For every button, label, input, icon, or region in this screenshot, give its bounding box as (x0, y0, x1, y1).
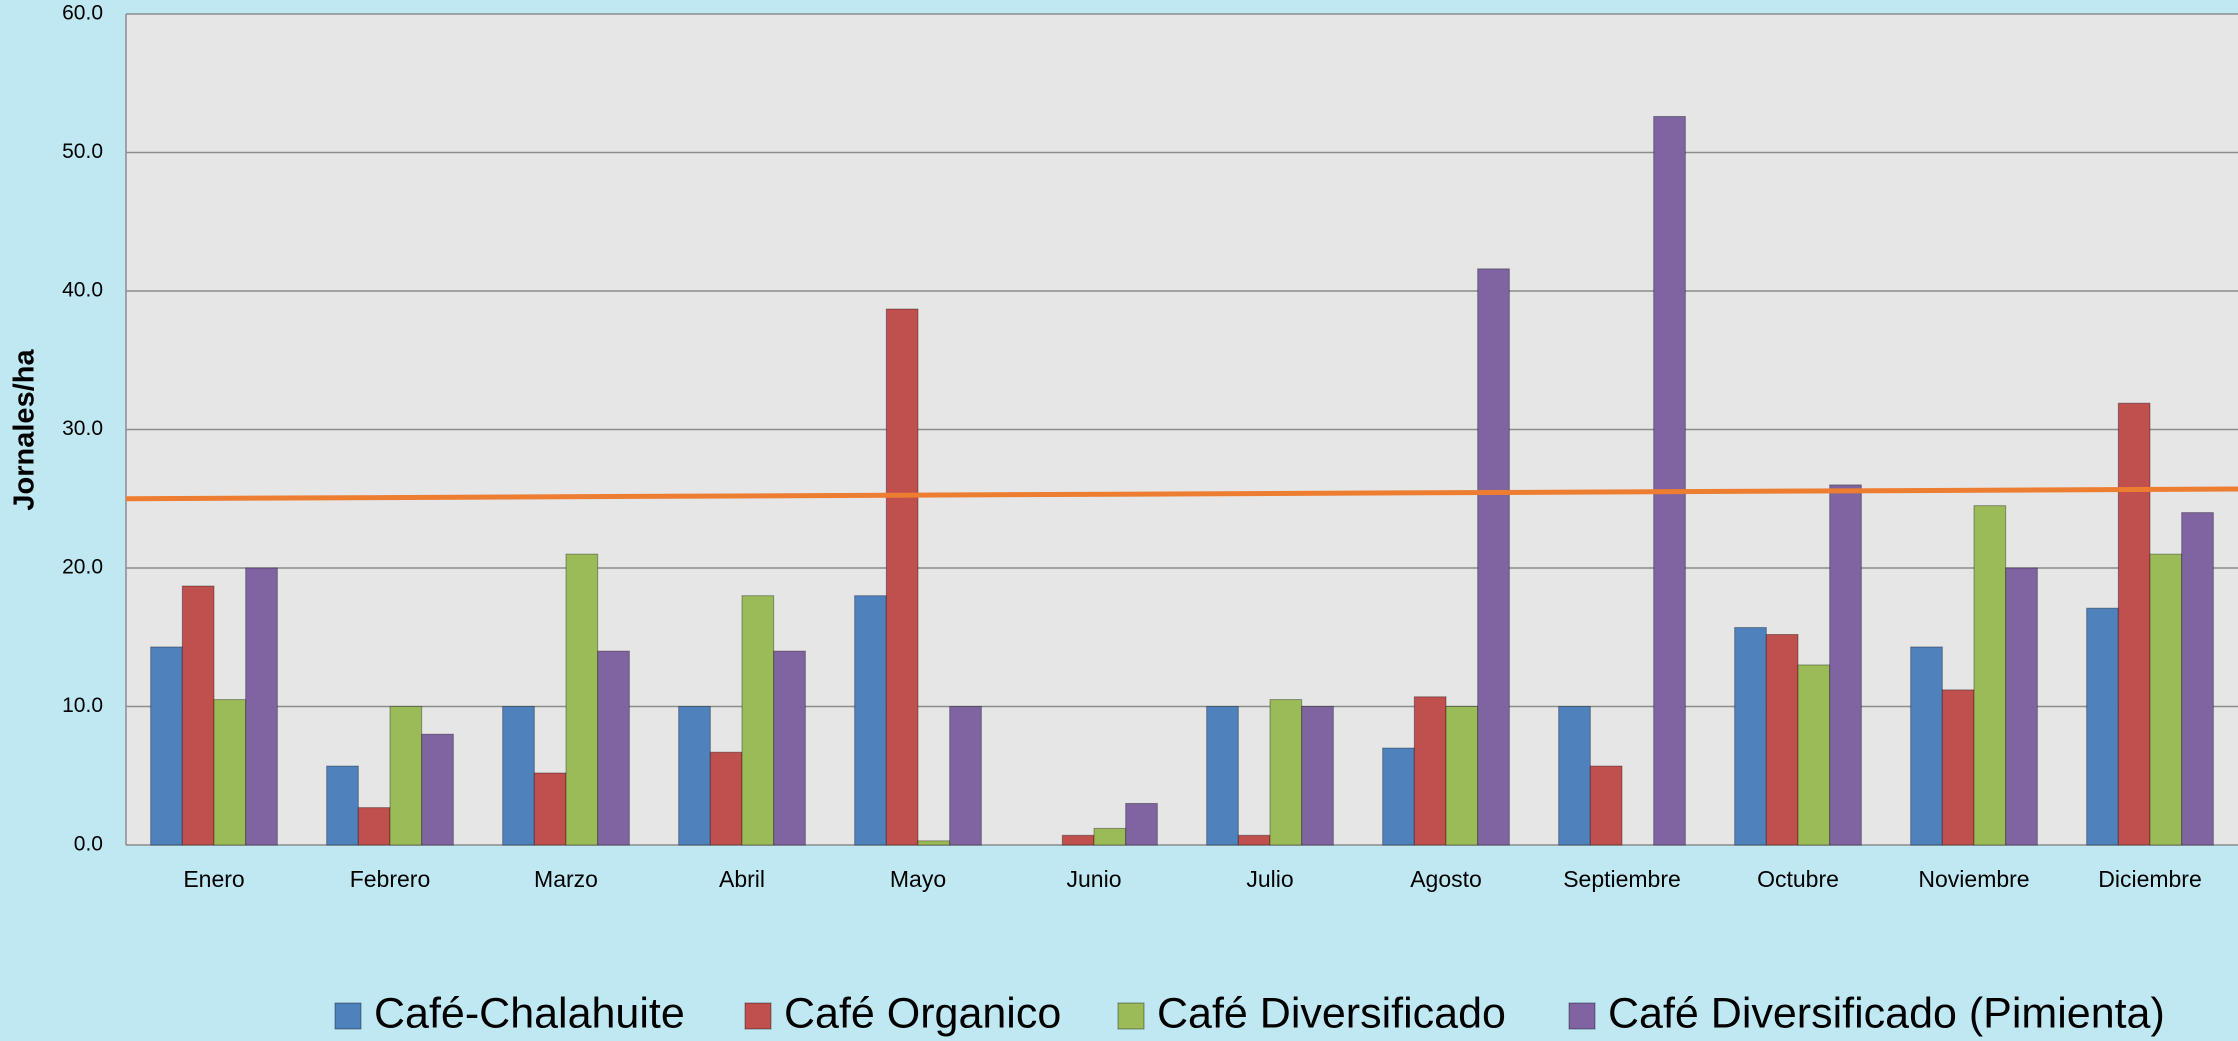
bar (709, 751, 743, 846)
bar (1558, 706, 1591, 846)
bar (1445, 706, 1479, 846)
y-tick-label: 20.0 (62, 556, 103, 579)
x-tick-label: Abril (719, 866, 765, 892)
bar (421, 733, 454, 846)
x-tick-label: Julio (1246, 866, 1293, 892)
bar (1413, 696, 1447, 846)
bar (502, 706, 535, 846)
x-tick-label: Enero (183, 866, 244, 892)
bar (1093, 827, 1127, 846)
legend-swatch (334, 1002, 362, 1030)
y-tick-label: 0.0 (74, 833, 103, 856)
bar (1973, 505, 2007, 846)
legend-label: Café Diversificado (1157, 989, 1506, 1037)
bar (854, 595, 887, 846)
legend-swatch (1117, 1002, 1145, 1030)
legend-label: Café-Chalahuite (374, 989, 685, 1037)
bar (741, 595, 775, 846)
bar (917, 840, 951, 846)
bar (1125, 802, 1158, 846)
bar (1206, 706, 1239, 846)
bar (1269, 699, 1303, 846)
bar (1941, 689, 1975, 846)
bar (326, 765, 359, 846)
bar (213, 699, 247, 846)
bar (597, 650, 630, 846)
bar (678, 706, 711, 846)
bar (1589, 765, 1623, 846)
bar (1910, 646, 1943, 846)
bar (2149, 553, 2183, 846)
trendline (125, 486, 2238, 502)
bar (2005, 567, 2038, 846)
bar (1237, 834, 1271, 846)
legend-swatch (744, 1002, 772, 1030)
bar (885, 308, 919, 846)
bar (357, 807, 391, 846)
bar (2181, 512, 2214, 846)
bar (150, 646, 183, 846)
bar (949, 706, 982, 846)
legend-swatch (1568, 1002, 1596, 1030)
bar (1797, 664, 1831, 846)
bar (1382, 747, 1415, 846)
x-tick-label: Diciembre (2098, 866, 2202, 892)
bar (181, 585, 215, 846)
x-tick-label: Marzo (534, 866, 598, 892)
y-axis-label: Jornales/ha (9, 349, 41, 511)
bar (565, 553, 599, 846)
x-tick-label: Agosto (1410, 866, 1482, 892)
bar (1477, 268, 1510, 846)
bar (533, 772, 567, 846)
bar (1765, 633, 1799, 846)
x-tick-label: Noviembre (1918, 866, 2029, 892)
bar (1653, 115, 1686, 846)
y-tick-label: 40.0 (62, 279, 103, 302)
legend-label: Café Organico (784, 989, 1061, 1037)
bar (2117, 402, 2151, 846)
y-tick-label: 10.0 (62, 694, 103, 717)
x-tick-label: Mayo (890, 866, 946, 892)
bar (389, 706, 423, 846)
x-tick-label: Junio (1067, 866, 1122, 892)
y-tick-label: 30.0 (62, 417, 103, 440)
bar (1061, 834, 1095, 846)
bar (2086, 607, 2119, 846)
x-tick-label: Octubre (1757, 866, 1839, 892)
bar (1734, 627, 1767, 846)
y-tick-label: 50.0 (62, 140, 103, 163)
bar (245, 567, 278, 846)
y-tick-label: 60.0 (62, 2, 103, 25)
bar (1829, 484, 1862, 846)
x-tick-label: Febrero (350, 866, 431, 892)
legend-label: Café Diversificado (Pimienta) (1608, 989, 2165, 1037)
x-tick-label: Septiembre (1563, 866, 1681, 892)
bar (1301, 706, 1334, 846)
bar (773, 650, 806, 846)
